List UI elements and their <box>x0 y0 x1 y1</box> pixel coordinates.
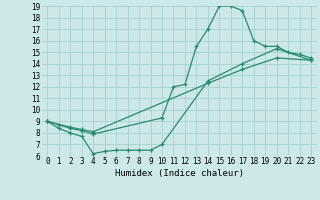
X-axis label: Humidex (Indice chaleur): Humidex (Indice chaleur) <box>115 169 244 178</box>
